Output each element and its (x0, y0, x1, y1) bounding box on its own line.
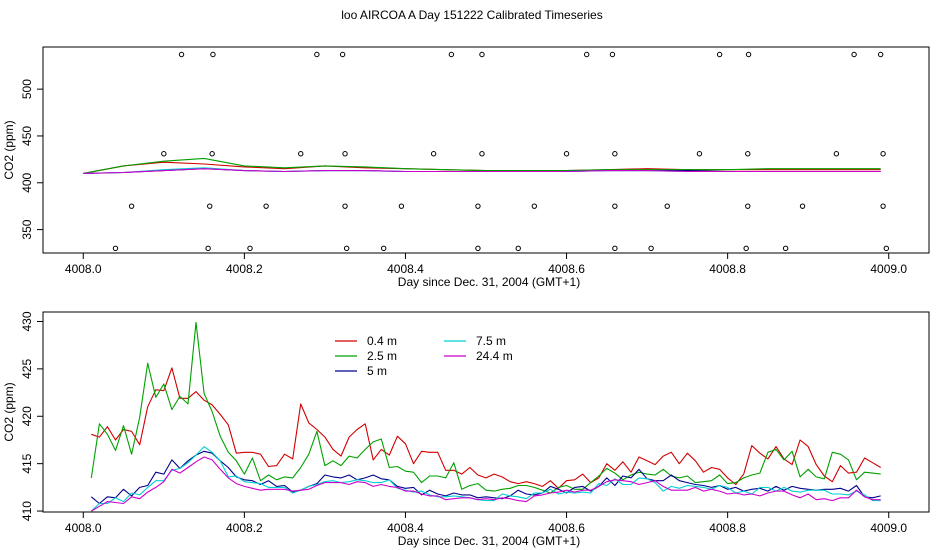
legend-label: 0.4 m (367, 334, 397, 348)
bottom-x-tick-label: 4008.4 (387, 521, 424, 535)
top-y-axis: 350 400 450 500 (20, 79, 43, 240)
flag-marker (381, 245, 387, 252)
flag-marker (515, 245, 521, 252)
flag-marker (207, 203, 213, 209)
flag-marker (398, 203, 405, 209)
flag-marker (475, 203, 481, 209)
flag-marker (298, 151, 304, 157)
top-series-line-1 (83, 157, 881, 174)
flag-marker (583, 51, 590, 58)
bottom-x-axis-label: Day since Dec. 31, 2004 (GMT+1) (398, 534, 580, 548)
bottom-x-axis: 4008.0 4008.2 4008.4 4008.6 4008.8 4009.0 (65, 512, 907, 535)
flag-marker (430, 151, 437, 157)
flag-marker (210, 51, 216, 58)
flag-marker (339, 51, 346, 58)
flag-marker (880, 203, 886, 209)
flag-marker (475, 245, 481, 252)
flag-marker (696, 151, 703, 157)
top-x-tick-label: 4008.6 (548, 262, 585, 276)
bottom-y-tick-label: 420 (20, 406, 34, 426)
top-series-lines (83, 157, 881, 174)
flag-marker (209, 151, 215, 157)
bottom-y-tick-label: 430 (20, 311, 34, 331)
bottom-y-axis: 410 415 420 425 430 (20, 311, 43, 521)
flag-marker (161, 151, 167, 157)
flag-marker (563, 151, 570, 157)
bottom-series-line-1 (90, 321, 881, 494)
top-x-axis-label: Day since Dec. 31, 2004 (GMT+1) (398, 275, 580, 289)
bottom-x-tick-label: 4008.8 (709, 521, 746, 535)
top-panel: 4008.0 4008.2 4008.4 4008.6 4008.8 4009.0 350… (2, 46, 930, 289)
top-x-tick-label: 4008.0 (65, 262, 102, 276)
bottom-panel: 4008.0 4008.2 4008.4 4008.6 4008.8 4009.0 410… (2, 311, 930, 548)
flag-marker (448, 51, 455, 58)
flag-marker (343, 245, 350, 252)
flag-marker (609, 51, 616, 58)
top-x-tick-label: 4008.2 (226, 262, 263, 276)
top-flag-markers (112, 51, 890, 252)
flag-marker (112, 245, 119, 252)
legend-label: 5 m (367, 364, 387, 378)
top-plot-frame (42, 46, 930, 254)
flag-marker (612, 151, 618, 157)
top-y-tick-label: 350 (20, 219, 34, 239)
bottom-series-line-2 (90, 450, 881, 505)
flag-marker (479, 151, 485, 157)
top-x-tick-label: 4009.0 (870, 262, 907, 276)
flag-marker (612, 245, 618, 252)
legend-label: 7.5 m (476, 334, 506, 348)
top-x-tick-label: 4008.4 (387, 262, 424, 276)
top-series-line-4 (83, 168, 881, 174)
flag-marker (342, 203, 348, 209)
flag-marker (799, 203, 806, 209)
flag-marker (128, 203, 135, 209)
flag-marker (263, 203, 269, 209)
bottom-series-line-0 (91, 367, 881, 489)
flag-marker (205, 245, 211, 252)
flag-marker (880, 151, 886, 157)
top-x-axis: 4008.0 4008.2 4008.4 4008.6 4008.8 4009.0 (65, 253, 907, 276)
bottom-series-lines (90, 321, 881, 512)
flag-marker (782, 245, 789, 252)
flag-marker (743, 245, 749, 252)
bottom-y-tick-label: 425 (20, 359, 34, 379)
bottom-legend: 0.4 m2.5 m5 m 7.5 m24.4 m (335, 334, 513, 378)
bottom-x-tick-label: 4008.6 (548, 521, 585, 535)
flag-marker (851, 51, 857, 58)
top-y-tick-label: 400 (20, 172, 34, 192)
figure-title: loo AIRCOA A Day 151222 Calibrated Times… (341, 8, 602, 22)
flag-marker (877, 51, 884, 58)
flag-marker (833, 151, 840, 157)
top-y-tick-label: 500 (20, 79, 34, 99)
bottom-x-tick-label: 4008.2 (226, 521, 263, 535)
flag-marker (664, 203, 670, 209)
flag-marker (612, 203, 618, 209)
flag-marker (745, 51, 752, 58)
top-x-tick-label: 4008.8 (709, 262, 746, 276)
flag-marker (314, 51, 320, 58)
flag-marker (745, 203, 751, 209)
legend-label: 2.5 m (367, 349, 397, 363)
bottom-x-tick-label: 4009.0 (870, 521, 907, 535)
bottom-y-tick-label: 415 (20, 453, 34, 473)
bottom-series-line-3 (90, 446, 881, 512)
flag-marker (342, 151, 348, 157)
bottom-y-tick-label: 410 (20, 501, 34, 521)
top-y-tick-label: 450 (20, 126, 34, 146)
flag-marker (648, 245, 654, 252)
flag-marker (716, 51, 723, 58)
top-y-axis-label: CO2 (ppm) (2, 120, 16, 179)
flag-marker (479, 51, 485, 58)
flag-marker (531, 203, 538, 209)
flag-marker (883, 245, 890, 252)
legend-label: 24.4 m (476, 349, 513, 363)
flag-marker (247, 245, 253, 252)
bottom-plot-frame (42, 311, 930, 513)
bottom-series-line-4 (91, 456, 881, 512)
flag-marker (745, 151, 751, 157)
flag-marker (178, 51, 185, 58)
bottom-x-tick-label: 4008.0 (65, 521, 102, 535)
bottom-y-axis-label: CO2 (ppm) (2, 382, 16, 441)
